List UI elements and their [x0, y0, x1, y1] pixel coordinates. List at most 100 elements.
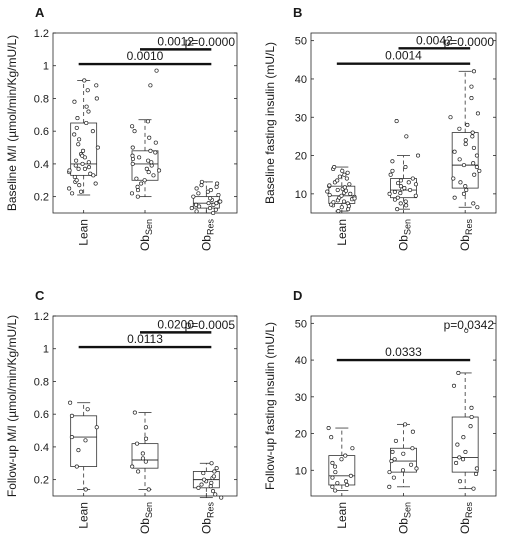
data-point [471, 69, 476, 74]
data-point [330, 484, 335, 489]
data-point [194, 186, 199, 191]
data-point [210, 489, 216, 494]
data-point [468, 424, 473, 429]
significance-label: 0.0010 [127, 49, 164, 63]
data-point [82, 166, 87, 171]
data-point [387, 191, 392, 196]
data-point [460, 457, 466, 462]
data-point [219, 495, 224, 500]
y-tick-label: 20 [295, 151, 307, 163]
data-point [191, 194, 196, 199]
data-point [132, 410, 137, 415]
y-tick-label: 0.8 [34, 376, 49, 388]
x-tick-label-subscript: Sen [144, 219, 154, 235]
data-point [461, 163, 467, 168]
x-tick-label-subscript: Sen [144, 502, 154, 518]
y-tick-label: 1 [43, 344, 49, 356]
significance-label: 0.0200 [157, 317, 194, 331]
data-point [413, 193, 418, 198]
y-axis-label: Follow-up fasting insulin (mU/L) [263, 322, 277, 490]
data-point [333, 470, 338, 475]
significance-label: 0.0012 [157, 34, 194, 48]
data-point [83, 438, 88, 443]
data-point [214, 184, 219, 189]
y-tick-label: 0.4 [34, 442, 49, 454]
data-point [469, 414, 474, 420]
data-point [143, 459, 148, 464]
data-point [194, 209, 199, 214]
data-point [342, 185, 347, 190]
data-point [199, 482, 204, 487]
panel-letter: C [35, 288, 45, 303]
y-axis-label: Follow-up M/I (µmol/min/Kg/mU/L) [5, 315, 19, 497]
data-point [76, 166, 81, 171]
data-point [153, 140, 158, 145]
data-point [457, 157, 462, 162]
data-point [130, 153, 135, 158]
y-tick-label: 1 [43, 61, 49, 73]
data-point [455, 442, 460, 447]
data-point [145, 119, 151, 124]
data-point [448, 115, 453, 120]
data-point [86, 160, 91, 165]
data-point [395, 207, 400, 212]
x-tick-label-subscript: Sen [403, 219, 413, 235]
data-point [74, 125, 79, 130]
data-point [146, 170, 151, 175]
data-point [330, 460, 335, 465]
data-point [470, 130, 475, 135]
y-tick-label: 1.2 [34, 311, 49, 323]
p-value: p=0.0000 [444, 35, 495, 49]
data-point [139, 181, 144, 186]
data-point [79, 189, 84, 194]
box-group [130, 410, 159, 492]
data-point [218, 199, 223, 204]
data-point [130, 145, 135, 150]
x-tick-label: ObSen [138, 219, 154, 251]
box-group [189, 179, 223, 216]
x-tick-label: ObRes [199, 502, 215, 535]
data-point [209, 480, 214, 485]
data-point [410, 429, 415, 434]
data-point [451, 176, 456, 181]
data-point [346, 204, 351, 209]
data-point [212, 469, 217, 474]
data-point [343, 188, 349, 193]
data-point [352, 196, 357, 201]
x-tick-label: Lean [335, 502, 349, 529]
data-point [201, 471, 206, 476]
data-point [452, 195, 457, 200]
y-tick-label: 0.6 [34, 126, 49, 138]
p-value: p=0.0005 [185, 318, 236, 332]
data-point [409, 462, 414, 467]
data-point [392, 197, 398, 202]
box-group [67, 78, 100, 196]
data-point [454, 460, 459, 465]
data-point [469, 405, 474, 410]
data-point [348, 191, 353, 196]
data-point [398, 184, 404, 189]
data-point [84, 120, 89, 126]
box-group [325, 164, 357, 214]
data-point [197, 204, 202, 209]
data-point [77, 137, 82, 142]
x-tick-label: ObRes [458, 219, 474, 252]
data-point [401, 451, 406, 456]
y-tick-label: 40 [295, 74, 307, 86]
data-point [94, 96, 99, 101]
data-point [134, 176, 139, 181]
data-point [193, 202, 199, 207]
y-axis-label: Baseline fasting insulin (mU/L) [263, 42, 277, 204]
p-value: p=0.0000 [185, 35, 236, 49]
significance-label: 0.0014 [385, 49, 422, 63]
data-point [216, 192, 221, 198]
box-iqr [390, 178, 417, 199]
data-point [69, 413, 74, 418]
data-point [350, 446, 355, 451]
data-point [211, 210, 216, 216]
panel-b: Bp=0.0000 10 20 30 40 50 Baseline fasting insu… [263, 5, 497, 252]
y-tick-label: 10 [295, 189, 307, 201]
data-point [215, 181, 220, 186]
data-point [72, 174, 77, 180]
data-point [208, 188, 213, 193]
